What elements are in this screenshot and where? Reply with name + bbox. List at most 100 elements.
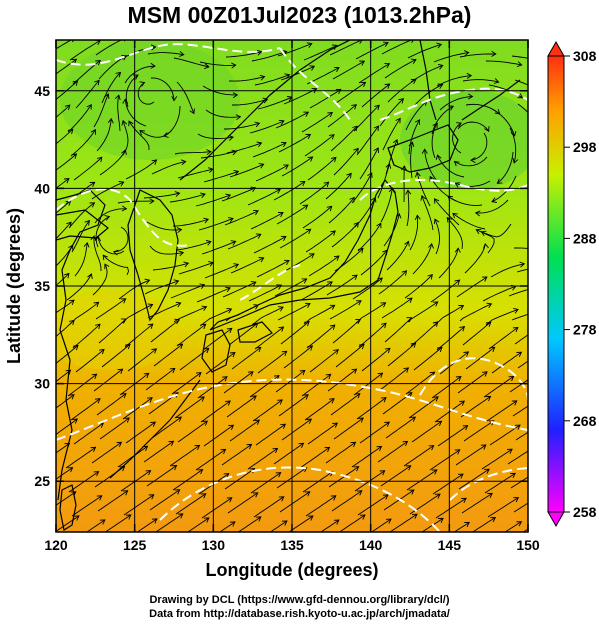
streamline-arrow — [352, 125, 358, 132]
streamline — [73, 422, 104, 445]
streamline-arrow — [385, 163, 392, 169]
streamline — [255, 164, 289, 182]
streamline-arrow — [519, 261, 526, 268]
streamline — [302, 205, 332, 229]
streamline-arrow — [359, 60, 366, 66]
streamline — [127, 348, 157, 372]
streamline-arrow — [199, 396, 205, 402]
streamline-arrow — [433, 218, 440, 225]
streamline-arrow — [431, 469, 438, 475]
streamline — [328, 197, 355, 224]
streamline — [387, 78, 417, 103]
streamline — [406, 190, 410, 227]
streamline-arrow — [116, 441, 123, 448]
streamline-arrow — [176, 416, 183, 422]
streamline — [436, 75, 472, 87]
streamline-arrow — [203, 347, 210, 354]
streamline — [201, 240, 236, 255]
streamline — [144, 280, 179, 295]
streamline — [386, 241, 409, 271]
streamline — [325, 441, 356, 464]
streamline-arrow — [405, 189, 412, 195]
streamline — [283, 88, 317, 105]
streamline — [56, 491, 77, 506]
streamline-arrow — [568, 425, 573, 429]
streamline-arrow — [513, 497, 520, 503]
streamline-arrow — [95, 235, 101, 242]
streamline-arrow — [231, 149, 238, 156]
streamline — [379, 98, 404, 127]
streamline-arrow — [175, 301, 182, 308]
streamline-arrow — [226, 327, 233, 334]
streamline-arrow — [395, 212, 402, 219]
streamline — [113, 226, 129, 253]
streamline — [226, 395, 257, 418]
streamline-arrow — [437, 83, 444, 89]
streamline-arrow — [280, 423, 287, 429]
streamline — [437, 425, 468, 447]
isobar-line — [159, 466, 441, 532]
streamline — [121, 304, 153, 324]
streamline-arrow — [254, 419, 260, 425]
streamline — [302, 471, 333, 493]
streamline-arrow — [466, 72, 473, 79]
streamline — [403, 445, 434, 467]
streamline-arrow — [356, 490, 363, 496]
streamline-arrow — [565, 290, 570, 295]
streamline — [385, 416, 416, 439]
streamline-arrow — [64, 104, 71, 111]
streamline-arrow — [275, 472, 282, 478]
streamline — [331, 222, 359, 248]
streamline — [174, 396, 205, 419]
streamline-arrow — [301, 278, 308, 284]
x-axis-label: Longitude (degrees) — [205, 560, 378, 580]
streamline — [274, 278, 307, 297]
streamline — [70, 129, 96, 157]
streamline — [71, 220, 90, 253]
streamline-arrow — [448, 105, 454, 111]
streamline — [250, 212, 284, 230]
streamline-arrow — [567, 311, 572, 316]
y-tick-label: 30 — [34, 376, 50, 392]
streamline-arrow — [351, 104, 357, 110]
streamline-arrow — [151, 348, 158, 354]
streamline — [325, 173, 352, 200]
streamline — [255, 423, 286, 446]
streamline-arrow — [335, 88, 342, 95]
streamline — [513, 247, 528, 249]
streamline — [281, 418, 312, 441]
streamline-arrow — [311, 87, 318, 94]
streamline-arrow — [233, 263, 240, 269]
streamline-arrow — [258, 257, 265, 263]
streamline — [307, 156, 337, 181]
streamline — [119, 23, 153, 35]
streamline — [225, 51, 262, 58]
streamline — [416, 172, 431, 207]
streamline-arrow — [462, 425, 469, 431]
streamline-arrow — [228, 134, 234, 141]
streamline-arrow — [382, 41, 389, 47]
streamline — [69, 40, 101, 61]
streamline-arrow — [410, 342, 417, 348]
streamline-arrow — [515, 33, 519, 38]
streamline-arrow — [233, 169, 240, 176]
streamline — [278, 134, 311, 153]
streamline-arrow — [470, 157, 476, 163]
streamline — [514, 79, 528, 86]
streamline-arrow — [305, 133, 312, 140]
streamline — [56, 178, 70, 189]
streamline — [431, 122, 438, 159]
streamline — [70, 398, 101, 421]
streamline-arrow — [250, 281, 257, 287]
streamline — [125, 159, 157, 180]
streamline — [277, 303, 311, 321]
streamline — [384, 317, 412, 343]
streamline-arrow — [516, 521, 523, 527]
streamline-arrow — [147, 397, 153, 403]
x-tick-label: 140 — [359, 537, 383, 553]
streamline — [471, 517, 496, 532]
streamline — [275, 370, 306, 393]
streamline-arrow — [454, 247, 461, 253]
colorbar-tick-label: 258 — [573, 504, 597, 520]
streamline-arrow — [382, 494, 389, 500]
